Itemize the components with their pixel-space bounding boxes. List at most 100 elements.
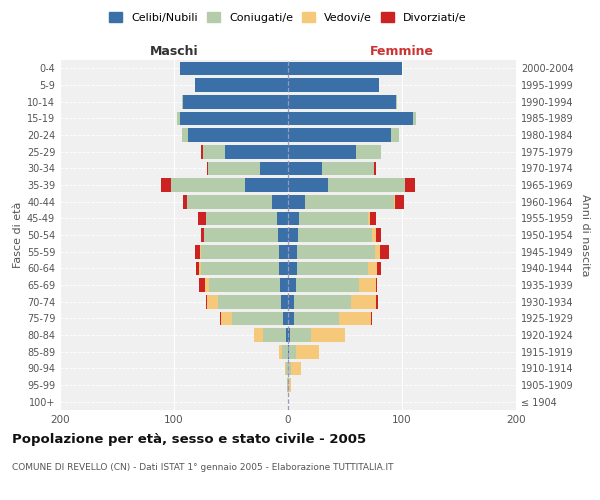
Bar <box>373 228 376 242</box>
Bar <box>305 195 394 208</box>
Bar <box>368 212 370 225</box>
Bar <box>194 245 200 258</box>
Bar <box>376 228 382 242</box>
Bar <box>288 62 402 75</box>
Bar <box>198 212 206 225</box>
Bar <box>328 178 406 192</box>
Bar <box>202 228 203 242</box>
Bar <box>245 178 288 192</box>
Bar <box>281 295 288 308</box>
Bar <box>322 162 373 175</box>
Bar <box>370 212 376 225</box>
Bar <box>277 212 288 225</box>
Bar <box>294 312 340 325</box>
Bar <box>394 195 395 208</box>
Bar <box>289 378 292 392</box>
Bar <box>182 128 188 142</box>
Bar <box>296 278 359 292</box>
Bar <box>202 145 226 158</box>
Bar <box>356 145 382 158</box>
Bar <box>284 362 286 375</box>
Bar <box>380 245 389 258</box>
Bar <box>221 312 232 325</box>
Bar <box>311 328 345 342</box>
Bar <box>359 278 376 292</box>
Bar <box>288 295 294 308</box>
Bar <box>263 328 286 342</box>
Bar <box>288 162 322 175</box>
Bar <box>180 62 288 75</box>
Bar <box>376 278 377 292</box>
Bar <box>288 278 296 292</box>
Bar <box>183 195 187 208</box>
Bar <box>182 95 183 108</box>
Bar <box>203 228 278 242</box>
Bar <box>218 295 281 308</box>
Bar <box>202 245 279 258</box>
Bar <box>170 178 245 192</box>
Bar <box>340 312 371 325</box>
Text: Popolazione per età, sesso e stato civile - 2005: Popolazione per età, sesso e stato civil… <box>12 432 366 446</box>
Bar <box>406 178 415 192</box>
Bar <box>260 162 288 175</box>
Bar <box>283 345 288 358</box>
Bar <box>377 262 382 275</box>
Text: Maschi: Maschi <box>149 44 199 58</box>
Bar <box>196 262 199 275</box>
Text: COMUNE DI REVELLO (CN) - Dati ISTAT 1° gennaio 2005 - Elaborazione TUTTITALIA.IT: COMUNE DI REVELLO (CN) - Dati ISTAT 1° g… <box>12 462 394 471</box>
Bar <box>288 328 290 342</box>
Bar <box>200 245 202 258</box>
Bar <box>288 262 297 275</box>
Bar <box>178 112 180 125</box>
Bar <box>202 262 279 275</box>
Bar <box>199 262 202 275</box>
Bar <box>395 195 404 208</box>
Bar <box>194 78 288 92</box>
Bar <box>299 212 368 225</box>
Bar <box>288 212 299 225</box>
Bar <box>296 345 319 358</box>
Bar <box>298 228 373 242</box>
Bar <box>288 78 379 92</box>
Bar <box>288 228 298 242</box>
Bar <box>288 312 294 325</box>
Bar <box>371 312 373 325</box>
Bar <box>199 278 205 292</box>
Bar <box>287 378 288 392</box>
Bar <box>374 245 380 258</box>
Bar <box>286 328 288 342</box>
Bar <box>206 295 207 308</box>
Y-axis label: Anni di nascita: Anni di nascita <box>580 194 590 276</box>
Bar <box>350 295 376 308</box>
Bar <box>254 328 263 342</box>
Bar <box>272 195 288 208</box>
Bar <box>206 212 277 225</box>
Bar <box>288 112 413 125</box>
Y-axis label: Fasce di età: Fasce di età <box>13 202 23 268</box>
Bar <box>288 195 305 208</box>
Bar <box>288 145 356 158</box>
Bar <box>294 295 350 308</box>
Bar <box>208 162 260 175</box>
Text: Femmine: Femmine <box>370 44 434 58</box>
Legend: Celibi/Nubili, Coniugati/e, Vedovi/e, Divorziati/e: Celibi/Nubili, Coniugati/e, Vedovi/e, Di… <box>105 8 471 28</box>
Bar <box>288 378 289 392</box>
Bar <box>286 362 288 375</box>
Bar <box>376 295 378 308</box>
Bar <box>226 145 288 158</box>
Bar <box>391 128 398 142</box>
Bar <box>207 295 218 308</box>
Bar <box>205 278 209 292</box>
Bar <box>297 245 374 258</box>
Bar <box>288 128 391 142</box>
Bar <box>283 312 288 325</box>
Bar <box>220 312 221 325</box>
Bar <box>232 312 283 325</box>
Bar <box>278 228 288 242</box>
Bar <box>297 262 368 275</box>
Bar <box>288 95 397 108</box>
Bar <box>288 245 297 258</box>
Bar <box>279 245 288 258</box>
Bar <box>373 162 376 175</box>
Bar <box>161 178 170 192</box>
